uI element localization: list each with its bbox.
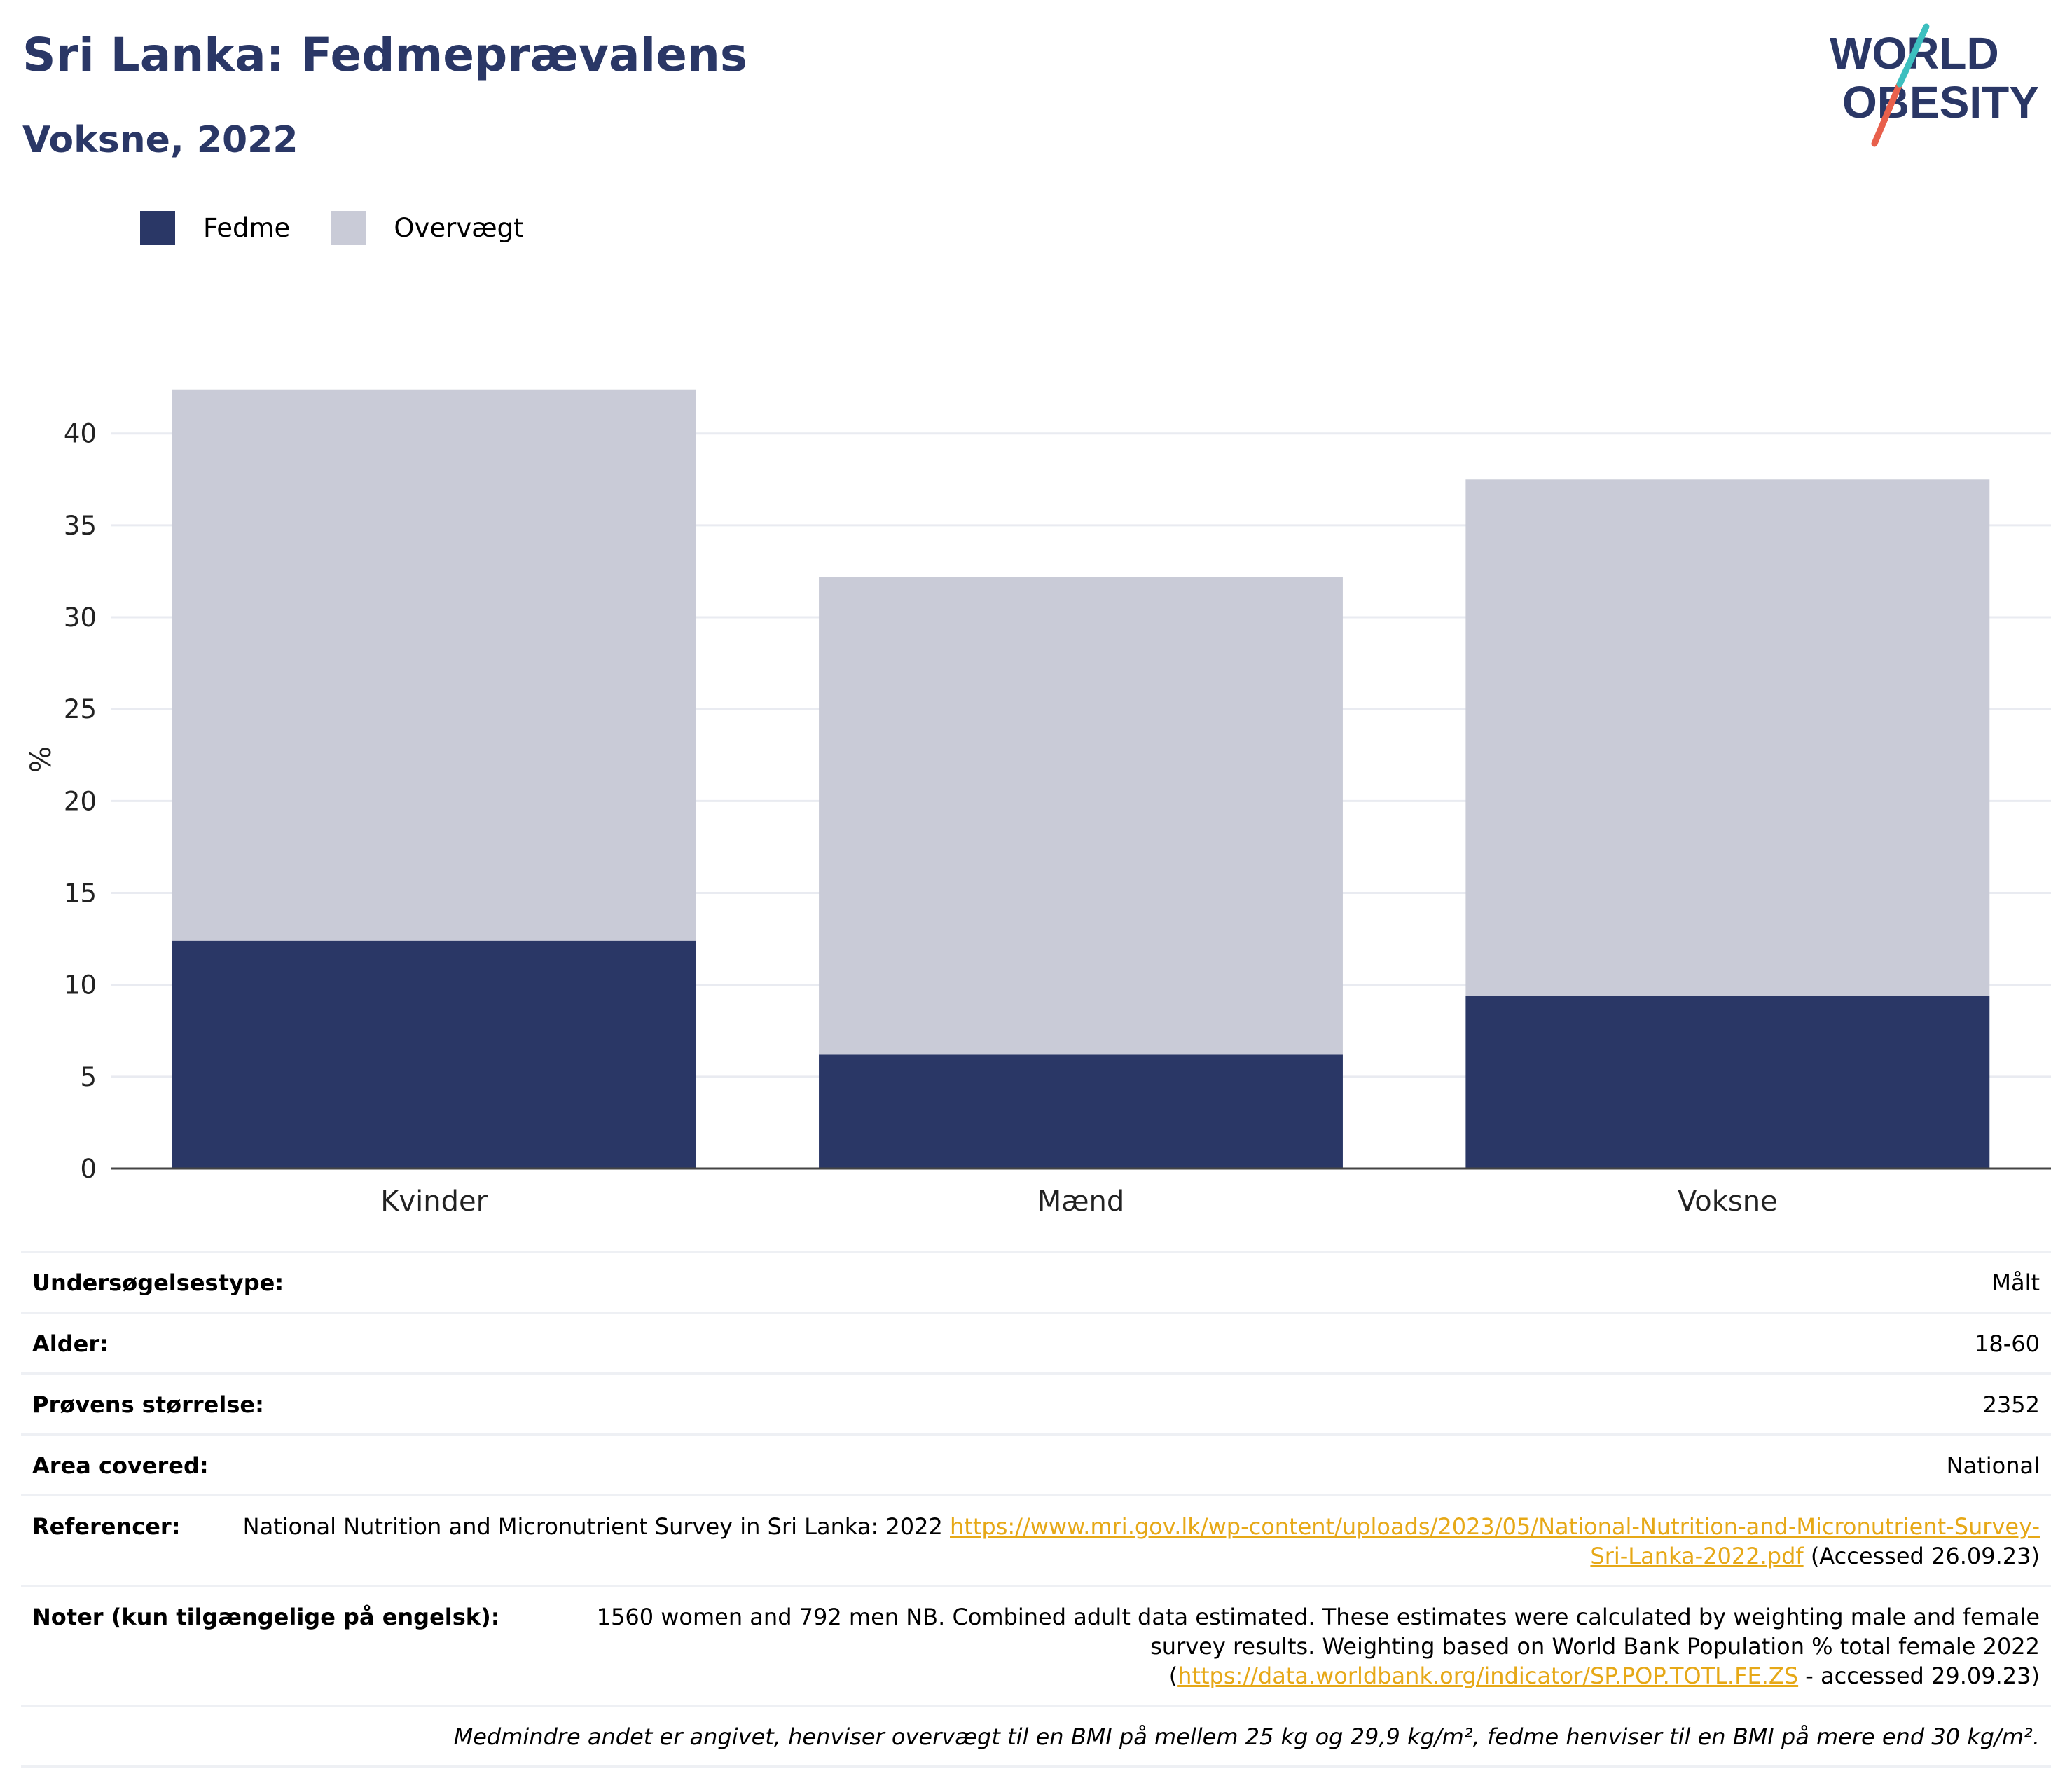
- chart-legend: Fedme Overvægt: [140, 207, 565, 249]
- chart-subtitle: Voksne, 2022: [22, 119, 298, 161]
- references-label: Referencer:: [32, 1513, 181, 1540]
- x-tick-label: Mænd: [1037, 1185, 1125, 1218]
- chart-title: Sri Lanka: Fedmeprævalens: [22, 28, 748, 82]
- bar-fedme-voksne: [1465, 996, 1990, 1169]
- notes-label: Noter (kun tilgængelige på engelsk):: [32, 1604, 500, 1630]
- x-tick-label: Voksne: [1678, 1185, 1778, 1218]
- legend-swatch-overvaegt: [331, 211, 366, 245]
- notes-text: 1560 women and 792 men NB. Combined adul…: [596, 1604, 2040, 1689]
- bar-overvægt-kvinder: [172, 389, 696, 941]
- references-accessed: (Accessed 26.09.23): [1803, 1543, 2040, 1569]
- info-row-footnote: Medmindre andet er angivet, henviser ove…: [21, 1705, 2051, 1768]
- x-tick-label: Kvinder: [380, 1185, 488, 1218]
- y-tick-label: 0: [80, 1154, 97, 1184]
- info-row-notes: Noter (kun tilgængelige på engelsk): 156…: [21, 1585, 2051, 1705]
- y-tick-label: 10: [64, 970, 97, 1000]
- world-obesity-logo: WORLD OBESITY: [1830, 23, 2039, 147]
- age-label: Alder:: [32, 1330, 109, 1357]
- notes-link[interactable]: https://data.worldbank.org/indicator/SP.…: [1177, 1662, 1799, 1689]
- legend-swatch-fedme: [140, 211, 175, 245]
- info-row-age: Alder: 18-60: [21, 1312, 2051, 1372]
- info-table: Undersøgelsestype: Målt Alder: 18-60 Prø…: [21, 1251, 2051, 1768]
- survey-type-value: Målt: [1991, 1269, 2040, 1296]
- sample-size-label: Prøvens størrelse:: [32, 1391, 264, 1418]
- notes-accessed: - accessed 29.09.23): [1798, 1662, 2040, 1689]
- age-value: 18-60: [1975, 1330, 2040, 1357]
- logo-line2: OBESITY: [1842, 77, 2039, 128]
- y-tick-label: 30: [64, 603, 97, 633]
- y-tick-label: 20: [64, 786, 97, 816]
- legend-item-overvaegt[interactable]: Overvægt: [331, 211, 524, 245]
- references-value: National Nutrition and Micronutrient Sur…: [180, 1512, 2040, 1571]
- sample-size-value: 2352: [1982, 1391, 2040, 1418]
- references-text: National Nutrition and Micronutrient Sur…: [242, 1513, 951, 1540]
- y-tick-label: 25: [64, 694, 97, 724]
- info-row-area: Area covered: National: [21, 1433, 2051, 1494]
- legend-label-overvaegt: Overvægt: [394, 212, 524, 243]
- footnote: Medmindre andet er angivet, henviser ove…: [453, 1723, 2040, 1750]
- logo-slash-bottom: [1871, 81, 1903, 147]
- info-row-references: Referencer: National Nutrition and Micro…: [21, 1494, 2051, 1585]
- info-row-sample-size: Prøvens størrelse: 2352: [21, 1372, 2051, 1433]
- bar-chart: 0 5 10 15 20 25 30 35 40% Kvinder Mænd Voksne: [25, 389, 2051, 1218]
- y-tick-label: 35: [64, 511, 97, 541]
- survey-type-label: Undersøgelsestype:: [32, 1269, 284, 1296]
- notes-value: 1560 women and 792 men NB. Combined adul…: [500, 1602, 2040, 1691]
- area-label: Area covered:: [32, 1452, 209, 1479]
- area-value: National: [1946, 1452, 2040, 1479]
- legend-label-fedme: Fedme: [203, 212, 291, 243]
- bar-fedme-mænd: [819, 1054, 1343, 1169]
- bar-overvægt-voksne: [1465, 479, 1990, 996]
- legend-item-fedme[interactable]: Fedme: [140, 211, 290, 245]
- y-tick-label: 40: [64, 419, 97, 449]
- y-axis-label: %: [25, 746, 57, 773]
- y-tick-label: 15: [64, 879, 97, 909]
- bar-fedme-kvinder: [172, 940, 696, 1169]
- references-link[interactable]: https://www.mri.gov.lk/wp-content/upload…: [950, 1513, 2040, 1569]
- logo-slash-top: [1896, 23, 1930, 88]
- info-row-survey-type: Undersøgelsestype: Målt: [21, 1251, 2051, 1312]
- y-tick-label: 5: [80, 1062, 97, 1092]
- bar-overvægt-mænd: [819, 577, 1343, 1055]
